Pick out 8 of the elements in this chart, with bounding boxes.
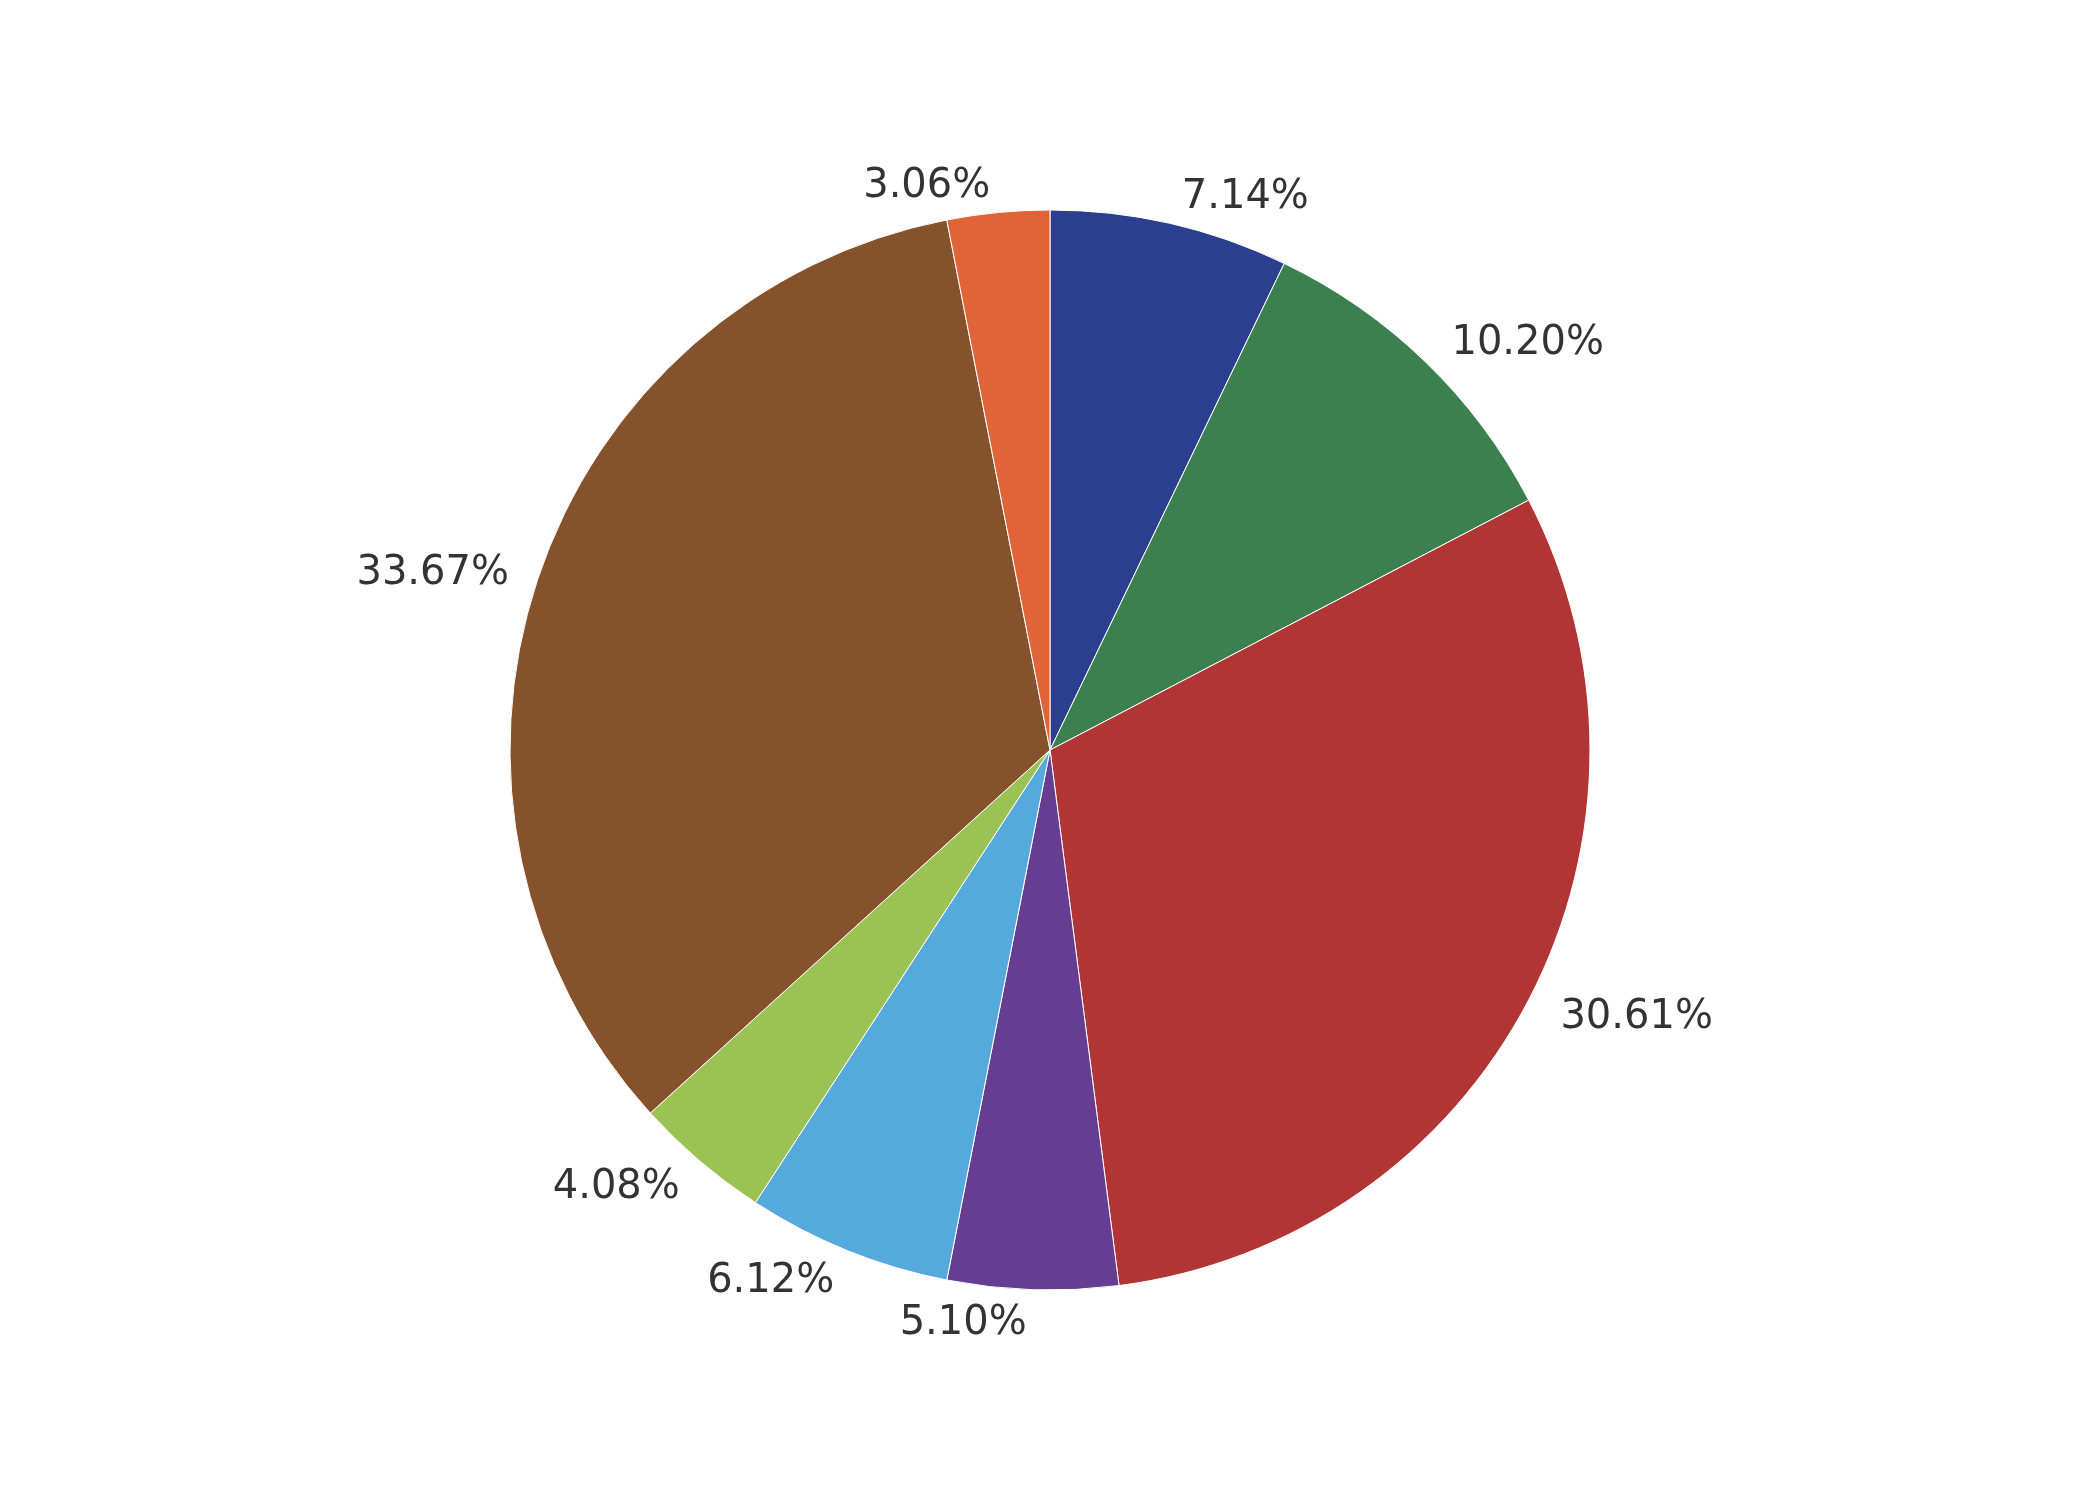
data-label: 30.61% [1560, 990, 1713, 1037]
data-label: 33.67% [356, 547, 509, 594]
data-label: 10.20% [1451, 317, 1605, 364]
data-label: 5.10% [899, 1297, 1027, 1344]
data-label: 6.12% [707, 1255, 835, 1302]
data-label: 4.08% [552, 1161, 680, 1208]
data-label: 7.14% [1181, 171, 1309, 218]
data-label: 3.06% [863, 159, 991, 206]
